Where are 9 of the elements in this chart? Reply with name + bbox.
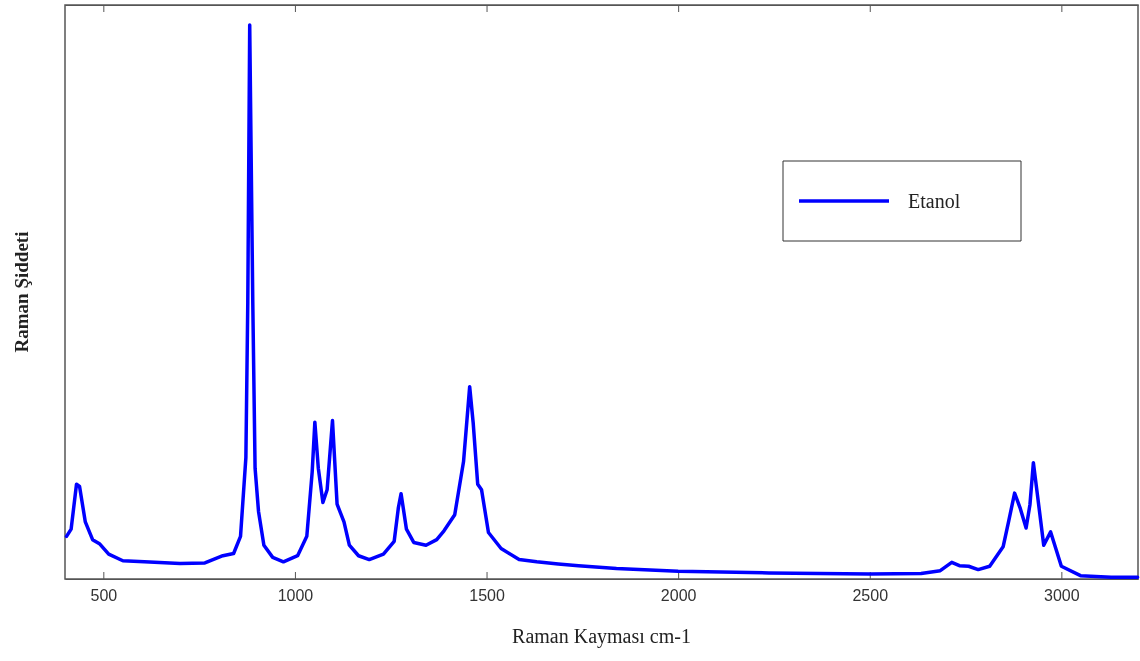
x-tick-label: 2500 (852, 587, 889, 605)
y-axis-title: Raman Şiddeti (11, 231, 32, 353)
x-tick-label: 2000 (660, 587, 697, 605)
x-tick-label: 1500 (469, 587, 505, 605)
x-axis-title: Raman Kayması cm-1 (512, 625, 691, 648)
x-tick-label: 1000 (277, 587, 314, 605)
x-tick-label: 3000 (1044, 587, 1080, 605)
x-tick-label: 500 (90, 587, 118, 605)
legend-label: Etanol (908, 190, 961, 212)
